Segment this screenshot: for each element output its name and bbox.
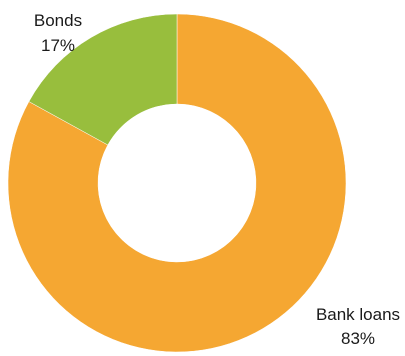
- donut-slices: [7, 13, 347, 353]
- slice-bank-loans: [7, 13, 347, 353]
- slice-label-bank-loans: Bank loans 83%: [316, 305, 400, 348]
- slice-bonds: [28, 13, 178, 146]
- slice-label-bonds-value: 17%: [41, 36, 75, 55]
- slice-label-bank-loans-value: 83%: [341, 329, 375, 348]
- slice-label-bonds-name: Bonds: [34, 11, 82, 30]
- slice-label-bank-loans-name: Bank loans: [316, 305, 400, 324]
- slice-label-bonds: Bonds 17%: [34, 11, 82, 55]
